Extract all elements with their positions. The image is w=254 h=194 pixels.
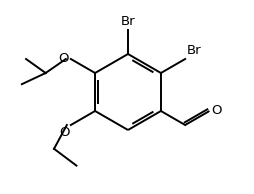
Text: O: O: [58, 51, 69, 64]
Text: O: O: [211, 104, 222, 117]
Text: Br: Br: [187, 44, 202, 57]
Text: Br: Br: [121, 15, 135, 28]
Text: O: O: [59, 126, 70, 139]
